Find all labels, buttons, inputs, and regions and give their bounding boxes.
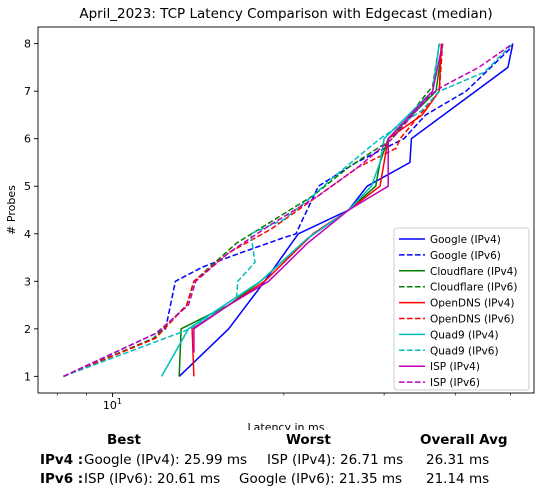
y-axis-ticks: 1 2 3 4 5 6 7 8 bbox=[24, 38, 38, 383]
legend-label: ISP (IPv4) bbox=[430, 361, 480, 373]
legend-label: Cloudflare (IPv4) bbox=[430, 266, 517, 278]
legend-frame bbox=[393, 227, 530, 391]
chart-title: April_2023: TCP Latency Comparison with … bbox=[79, 6, 492, 22]
series-lines bbox=[63, 42, 514, 378]
summary-row-ipv6-best: ISP (IPv6): 20.61 ms bbox=[84, 471, 221, 487]
summary-row-ipv4-worst: ISP (IPv4): 26.71 ms bbox=[267, 452, 404, 468]
legend-label: Cloudflare (IPv6) bbox=[430, 282, 517, 294]
legend-label: OpenDNS (IPv4) bbox=[430, 298, 515, 310]
x-axis-ticks: 101 bbox=[56, 393, 511, 412]
series-line bbox=[63, 43, 514, 378]
y-tick-label: 7 bbox=[24, 85, 31, 98]
legend-label: Quad9 (IPv4) bbox=[430, 329, 499, 341]
legend: Google (IPv4) Google (IPv6) Cloudflare (IP… bbox=[393, 227, 530, 391]
y-tick-label: 2 bbox=[24, 323, 31, 336]
series-line bbox=[63, 42, 514, 378]
y-tick-label: 3 bbox=[24, 275, 31, 288]
series-line bbox=[178, 43, 514, 377]
summary-row-ipv4-best: Google (IPv4): 25.99 ms bbox=[84, 452, 248, 468]
summary-row-ipv6-worst: Google (IPv6): 21.35 ms bbox=[239, 471, 403, 487]
legend-label: Google (IPv6) bbox=[430, 250, 501, 262]
summary-header-avg: Overall Avg bbox=[420, 432, 508, 448]
summary-row-ipv6-avg: 21.14 ms bbox=[426, 471, 490, 487]
series-line bbox=[63, 43, 514, 378]
legend-label: OpenDNS (IPv6) bbox=[430, 314, 515, 326]
summary-row-ipv6-label: IPv6 : bbox=[40, 471, 84, 487]
latency-chart: April_2023: TCP Latency Comparison with … bbox=[5, 6, 535, 430]
summary-header-best: Best bbox=[107, 432, 141, 448]
x-axis-label: Latency in ms bbox=[248, 421, 325, 430]
legend-label: Google (IPv4) bbox=[430, 234, 501, 246]
y-tick-label: 4 bbox=[24, 228, 31, 241]
y-tick-label: 6 bbox=[24, 133, 31, 146]
summary-table: Best Worst Overall Avg IPv4 : Google (IP… bbox=[0, 430, 541, 496]
legend-label: Quad9 (IPv6) bbox=[430, 345, 499, 357]
x-tick-label: 101 bbox=[103, 397, 122, 412]
series-line bbox=[193, 43, 444, 353]
series-line bbox=[160, 43, 441, 377]
legend-label: ISP (IPv6) bbox=[430, 377, 480, 389]
y-tick-label: 1 bbox=[24, 370, 31, 383]
y-axis-label: # Probes bbox=[5, 185, 18, 235]
y-tick-label: 5 bbox=[24, 180, 31, 193]
y-tick-label: 8 bbox=[24, 38, 31, 51]
summary-header-worst: Worst bbox=[286, 432, 331, 448]
summary-row-ipv4-avg: 26.31 ms bbox=[426, 452, 490, 468]
summary-row-ipv4-label: IPv4 : bbox=[40, 452, 84, 468]
